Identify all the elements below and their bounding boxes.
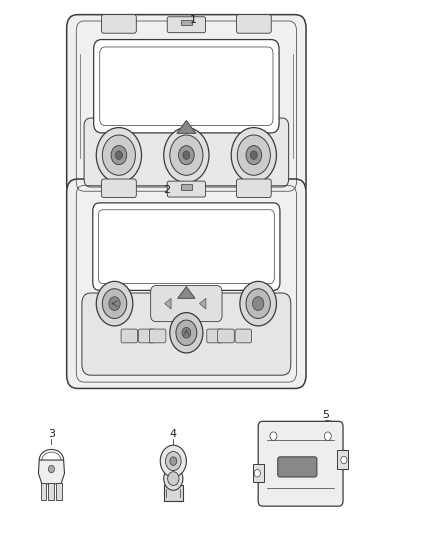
FancyBboxPatch shape (82, 293, 291, 375)
Polygon shape (178, 287, 195, 298)
Text: 4: 4 (170, 429, 177, 439)
Polygon shape (177, 120, 196, 133)
Circle shape (182, 327, 191, 338)
FancyBboxPatch shape (99, 210, 274, 284)
FancyBboxPatch shape (151, 286, 222, 321)
FancyBboxPatch shape (121, 329, 138, 343)
Text: 1: 1 (189, 15, 196, 25)
Circle shape (164, 127, 209, 183)
Bar (181, 20, 191, 25)
FancyBboxPatch shape (235, 329, 252, 343)
Bar (253, 464, 264, 482)
Circle shape (341, 456, 347, 464)
Bar (164, 485, 183, 501)
Circle shape (116, 151, 122, 159)
Circle shape (170, 135, 203, 175)
FancyBboxPatch shape (258, 421, 343, 506)
FancyBboxPatch shape (138, 329, 155, 343)
Circle shape (240, 281, 276, 326)
Circle shape (168, 472, 179, 486)
Circle shape (176, 320, 197, 345)
Bar (48, 483, 54, 500)
Circle shape (246, 289, 270, 318)
Circle shape (179, 146, 194, 165)
Circle shape (170, 457, 177, 465)
Circle shape (166, 451, 181, 471)
Bar (56, 483, 62, 500)
Polygon shape (165, 298, 171, 309)
FancyBboxPatch shape (102, 179, 136, 198)
FancyBboxPatch shape (67, 179, 306, 389)
Polygon shape (39, 460, 64, 484)
Circle shape (231, 127, 276, 183)
Circle shape (251, 151, 257, 159)
FancyBboxPatch shape (207, 329, 223, 343)
FancyBboxPatch shape (94, 39, 279, 133)
FancyBboxPatch shape (149, 329, 166, 343)
Circle shape (254, 470, 260, 477)
Circle shape (111, 146, 127, 165)
Text: 3: 3 (48, 429, 55, 439)
Circle shape (324, 432, 331, 440)
FancyBboxPatch shape (218, 329, 234, 343)
Circle shape (170, 313, 203, 353)
Circle shape (183, 151, 190, 159)
Circle shape (246, 146, 261, 165)
Circle shape (160, 445, 186, 477)
Bar (168, 464, 179, 474)
Circle shape (96, 281, 133, 326)
Circle shape (102, 135, 135, 175)
Polygon shape (199, 298, 206, 309)
FancyBboxPatch shape (93, 203, 280, 290)
Circle shape (102, 289, 127, 318)
Bar (337, 450, 348, 469)
Bar (181, 184, 191, 190)
FancyBboxPatch shape (278, 457, 317, 477)
FancyBboxPatch shape (102, 14, 136, 33)
Circle shape (109, 297, 120, 311)
Circle shape (96, 127, 141, 183)
Circle shape (48, 465, 54, 473)
Circle shape (164, 467, 183, 490)
Bar (41, 483, 46, 500)
Circle shape (270, 432, 277, 440)
FancyBboxPatch shape (167, 17, 205, 33)
Text: 2: 2 (163, 184, 170, 195)
FancyBboxPatch shape (237, 179, 271, 198)
Circle shape (237, 135, 270, 175)
Circle shape (253, 297, 264, 311)
FancyBboxPatch shape (84, 118, 289, 187)
FancyBboxPatch shape (67, 14, 306, 198)
FancyBboxPatch shape (237, 14, 271, 33)
FancyBboxPatch shape (167, 181, 205, 197)
FancyBboxPatch shape (100, 47, 273, 125)
Text: 5: 5 (322, 410, 329, 420)
